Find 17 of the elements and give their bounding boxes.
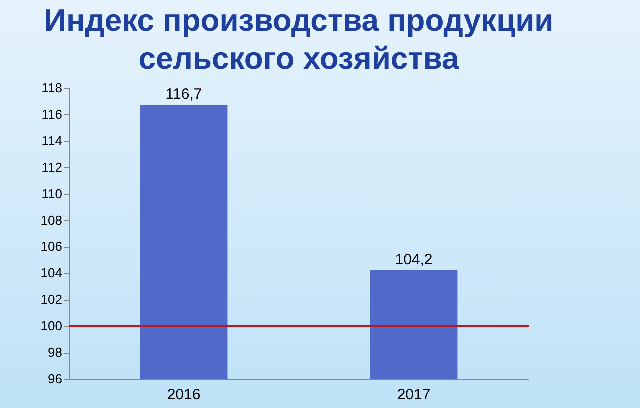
y-tick-label: 104 [40, 266, 62, 281]
x-tick-label: 2016 [167, 386, 201, 404]
chart-title: Индекс производства продукции сельского хозяйства [44, 3, 554, 76]
y-tick-label: 98 [48, 345, 62, 360]
y-tick-label: 96 [48, 372, 62, 386]
x-tick-label: 2017 [397, 386, 431, 404]
y-tick-label: 116 [42, 106, 62, 122]
y-tick-label: 114 [42, 133, 62, 148]
y-tick-label: 108 [40, 212, 62, 228]
data-label: 104,2 [395, 252, 433, 269]
y-tick-label: 112 [42, 160, 62, 175]
y-tick-label: 100 [40, 318, 62, 334]
y-tick-label: 118 [42, 80, 62, 96]
y-tick-label: 106 [40, 239, 62, 254]
data-label: 116,7 [166, 86, 202, 104]
y-tick-label: 110 [42, 186, 62, 202]
y-tick-label: 102 [40, 292, 62, 308]
